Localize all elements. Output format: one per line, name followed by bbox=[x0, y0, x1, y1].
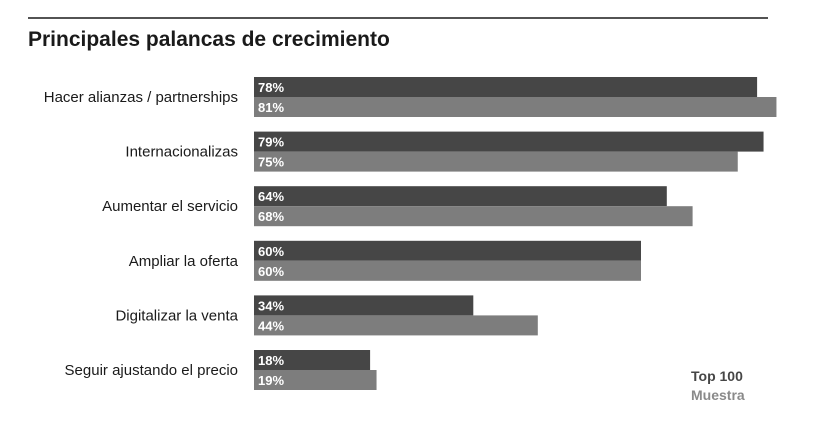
category-label: Digitalizar la venta bbox=[115, 307, 238, 324]
bar-top100 bbox=[254, 186, 667, 207]
bar-muestra bbox=[254, 151, 738, 172]
category-label: Seguir ajustando el precio bbox=[65, 362, 238, 379]
bar-value-label: 68% bbox=[258, 209, 284, 224]
bar-value-label: 19% bbox=[258, 373, 284, 388]
bar-top100 bbox=[254, 77, 758, 97]
bar-value-label: 18% bbox=[258, 353, 284, 368]
category-label: Hacer alianzas / partnerships bbox=[44, 89, 238, 106]
bar-muestra bbox=[254, 97, 777, 117]
bar-value-label: 60% bbox=[258, 244, 284, 259]
legend-series-top100: Top 100 bbox=[691, 368, 743, 384]
category-label: Ampliar la oferta bbox=[129, 253, 239, 270]
bar-muestra bbox=[254, 260, 641, 281]
category-label: Internacionalizas bbox=[125, 144, 238, 161]
legend-series-muestra: Muestra bbox=[691, 387, 745, 403]
bar-top100 bbox=[254, 295, 474, 316]
bar-top100 bbox=[254, 131, 764, 152]
bar-value-label: 44% bbox=[258, 318, 284, 333]
bar-muestra bbox=[254, 315, 538, 336]
bar-value-label: 79% bbox=[258, 135, 284, 150]
bar-value-label: 34% bbox=[258, 298, 284, 313]
bar-value-label: 78% bbox=[258, 80, 284, 95]
bar-top100 bbox=[254, 350, 371, 370]
bar-value-label: 60% bbox=[258, 264, 284, 279]
bar-value-label: 75% bbox=[258, 155, 284, 170]
chart-title: Principales palancas de crecimiento bbox=[28, 28, 390, 51]
bar-muestra bbox=[254, 370, 377, 390]
bar-value-label: 64% bbox=[258, 189, 284, 204]
bar-top100 bbox=[254, 240, 641, 261]
bar-value-label: 81% bbox=[258, 100, 284, 115]
category-label: Aumentar el servicio bbox=[102, 198, 238, 215]
bar-muestra bbox=[254, 206, 693, 227]
bars-layer: Hacer alianzas / partnerships 78% 81% Inter… bbox=[44, 77, 777, 390]
